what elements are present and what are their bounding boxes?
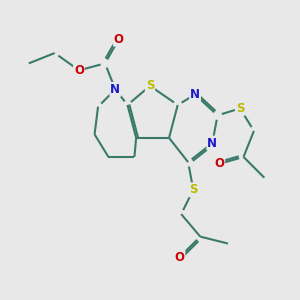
Text: N: N: [110, 83, 120, 96]
Text: O: O: [174, 251, 184, 264]
Text: S: S: [236, 102, 244, 115]
Text: S: S: [189, 183, 198, 196]
Text: O: O: [114, 33, 124, 46]
Text: O: O: [74, 64, 84, 77]
Text: S: S: [146, 80, 154, 92]
Text: N: N: [207, 136, 218, 150]
Text: O: O: [214, 158, 224, 170]
Text: N: N: [190, 88, 200, 101]
